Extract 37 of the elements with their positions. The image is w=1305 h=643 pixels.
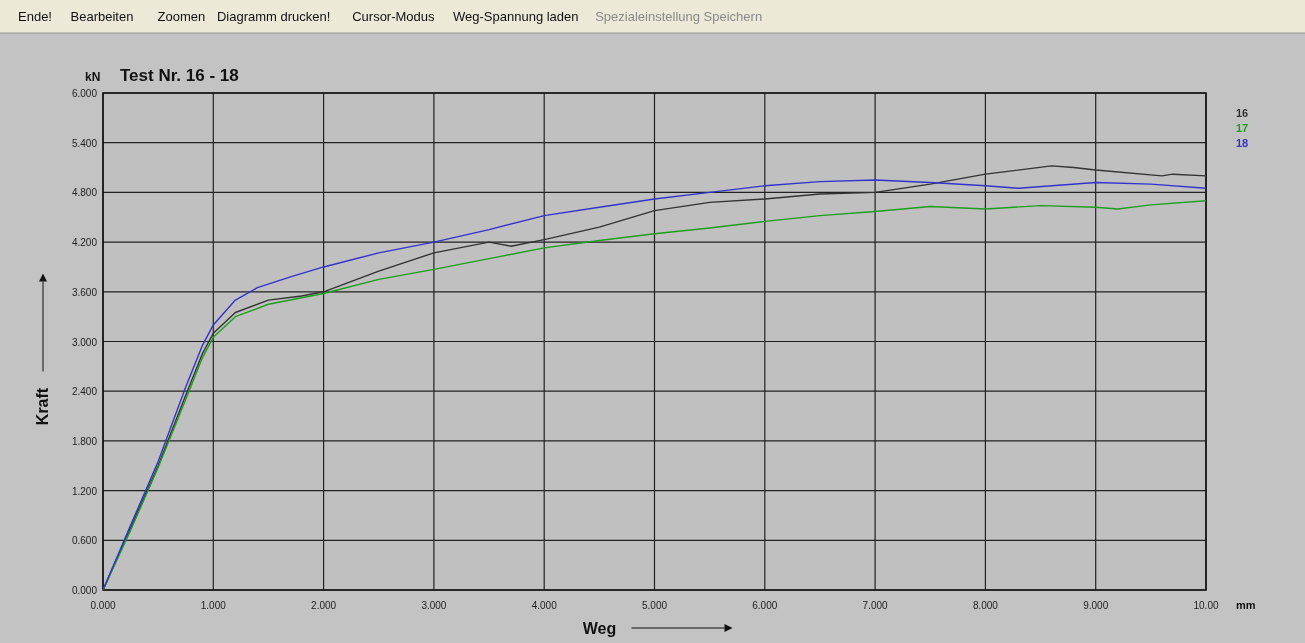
y-tick-label: 0.600: [71, 535, 98, 547]
text: Diagramm drucken!: [216, 9, 331, 24]
y-tick-label: 0.000: [71, 585, 98, 596]
chart-title: Test Nr. 16 - 18: [120, 66, 239, 85]
text: Ende!: [18, 9, 52, 24]
x-tick-label: 0.000: [90, 600, 116, 611]
y-tick-label: 5.400: [71, 137, 98, 149]
y-tick-label: 6.000: [71, 88, 98, 99]
y-tick-label: 4.200: [71, 237, 98, 249]
x-tick-label: 7.000: [862, 600, 889, 611]
x-tick-label: 5.000: [641, 600, 668, 611]
x-tick-label: 6.000: [752, 600, 778, 611]
x-tick-label: 9.000: [1083, 600, 1109, 611]
text: Spezialeinstellung Speichern: [595, 9, 763, 24]
y-axis-title: Kraft: [34, 387, 51, 426]
x-tick-label: 8.000: [972, 600, 999, 611]
x-tick-label: 1.000: [200, 600, 227, 611]
y-tick-label: 3.600: [71, 286, 98, 298]
text: Cursor-Modus: [352, 9, 436, 24]
text: Bearbeiten: [70, 9, 134, 24]
x-tick-label: 2.000: [311, 600, 337, 611]
text: Zoomen: [157, 9, 206, 24]
text: 17: [1236, 122, 1249, 134]
text: 18: [1236, 137, 1249, 149]
x-tick-label: 4.000: [531, 600, 558, 611]
y-tick-label: 2.400: [71, 386, 98, 398]
x-tick-label: 10.00: [1193, 600, 1219, 611]
text: mm: [1236, 599, 1256, 611]
text: 16: [1236, 107, 1249, 119]
x-tick-label: 3.000: [421, 600, 447, 611]
y-tick-label: 1.200: [71, 485, 98, 497]
text: kN: [85, 70, 101, 84]
x-axis-title: Weg: [582, 620, 617, 637]
text: Weg-Spannung laden: [453, 9, 579, 24]
y-tick-label: 4.800: [71, 187, 98, 199]
y-tick-label: 3.000: [71, 336, 98, 348]
y-tick-label: 1.800: [71, 435, 98, 447]
